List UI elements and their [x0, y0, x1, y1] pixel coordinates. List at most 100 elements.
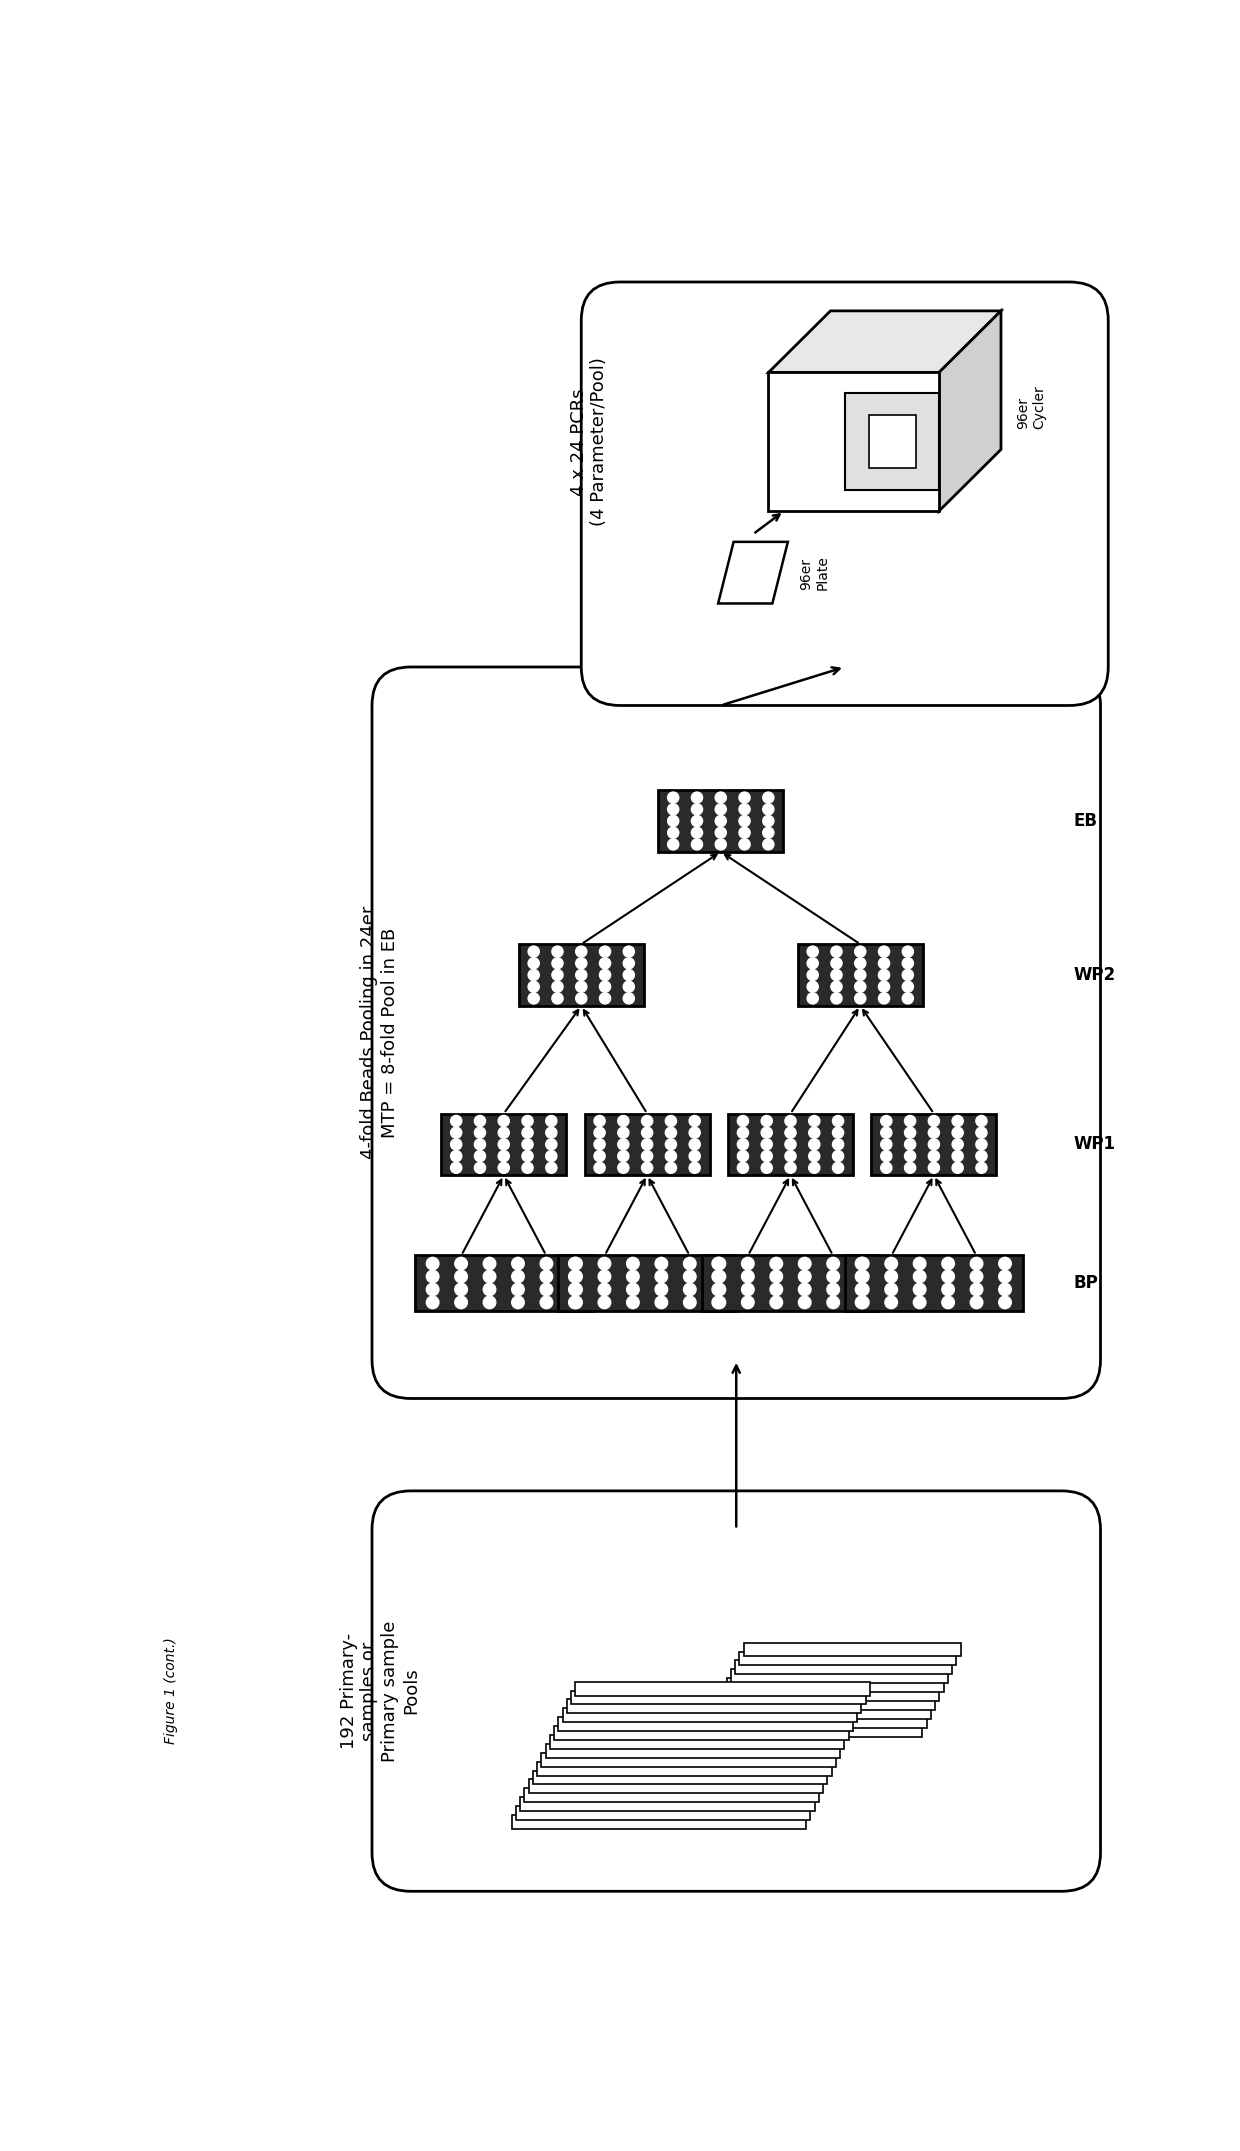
Circle shape — [785, 1162, 796, 1172]
Circle shape — [799, 1284, 811, 1295]
Circle shape — [903, 957, 914, 968]
Circle shape — [598, 1297, 611, 1308]
FancyBboxPatch shape — [533, 1770, 827, 1785]
Circle shape — [683, 1271, 696, 1282]
Circle shape — [484, 1258, 496, 1269]
Circle shape — [976, 1138, 987, 1151]
Circle shape — [770, 1284, 782, 1295]
Circle shape — [942, 1297, 955, 1308]
FancyBboxPatch shape — [872, 1114, 997, 1174]
Circle shape — [522, 1162, 533, 1172]
Circle shape — [512, 1297, 525, 1308]
Circle shape — [498, 1138, 510, 1151]
Circle shape — [831, 946, 842, 957]
Circle shape — [952, 1116, 963, 1127]
Circle shape — [914, 1271, 926, 1282]
Circle shape — [998, 1284, 1012, 1295]
Polygon shape — [769, 372, 939, 512]
Text: EB: EB — [1074, 811, 1097, 830]
Circle shape — [598, 1284, 611, 1295]
Circle shape — [885, 1297, 898, 1308]
Circle shape — [799, 1258, 811, 1269]
Circle shape — [594, 1151, 605, 1162]
Circle shape — [427, 1297, 439, 1308]
Circle shape — [599, 957, 610, 968]
Circle shape — [799, 1271, 811, 1282]
Circle shape — [624, 957, 635, 968]
Circle shape — [970, 1271, 983, 1282]
Circle shape — [455, 1271, 467, 1282]
Circle shape — [942, 1284, 955, 1295]
Circle shape — [569, 1284, 583, 1295]
Circle shape — [770, 1297, 782, 1308]
Circle shape — [450, 1151, 461, 1162]
Circle shape — [624, 946, 635, 957]
Circle shape — [712, 1284, 724, 1295]
Circle shape — [484, 1284, 496, 1295]
FancyBboxPatch shape — [516, 1807, 810, 1820]
Circle shape — [427, 1271, 439, 1282]
Circle shape — [903, 946, 914, 957]
Circle shape — [575, 970, 587, 981]
Circle shape — [715, 792, 727, 802]
Circle shape — [641, 1138, 652, 1151]
Circle shape — [546, 1151, 557, 1162]
FancyBboxPatch shape — [727, 1678, 944, 1693]
Circle shape — [739, 839, 750, 850]
Circle shape — [831, 981, 842, 992]
Circle shape — [689, 1162, 701, 1172]
FancyBboxPatch shape — [714, 1706, 931, 1719]
Circle shape — [970, 1297, 983, 1308]
Circle shape — [832, 1162, 843, 1172]
FancyBboxPatch shape — [735, 1661, 952, 1673]
Circle shape — [427, 1284, 439, 1295]
Circle shape — [854, 981, 866, 992]
Circle shape — [569, 1271, 582, 1282]
Circle shape — [763, 804, 774, 815]
Circle shape — [450, 1127, 461, 1138]
Circle shape — [552, 970, 563, 981]
Circle shape — [880, 1116, 892, 1127]
Circle shape — [904, 1162, 915, 1172]
Circle shape — [450, 1138, 461, 1151]
Circle shape — [807, 957, 818, 968]
FancyBboxPatch shape — [702, 1256, 879, 1310]
Circle shape — [655, 1258, 667, 1269]
Circle shape — [738, 1162, 749, 1172]
Circle shape — [498, 1151, 510, 1162]
FancyBboxPatch shape — [520, 1798, 815, 1811]
Circle shape — [666, 1127, 677, 1138]
Circle shape — [546, 1162, 557, 1172]
Circle shape — [692, 815, 703, 826]
FancyBboxPatch shape — [554, 1725, 848, 1740]
Text: WP1: WP1 — [1074, 1136, 1115, 1153]
Circle shape — [569, 1271, 583, 1282]
FancyBboxPatch shape — [563, 1708, 857, 1723]
Circle shape — [484, 1271, 496, 1282]
FancyBboxPatch shape — [518, 944, 644, 1007]
Circle shape — [498, 1162, 510, 1172]
Circle shape — [655, 1284, 667, 1295]
Circle shape — [761, 1151, 773, 1162]
Circle shape — [739, 804, 750, 815]
Circle shape — [598, 1258, 611, 1269]
Circle shape — [683, 1297, 696, 1308]
Circle shape — [832, 1138, 843, 1151]
Circle shape — [807, 946, 818, 957]
Circle shape — [903, 981, 914, 992]
Text: 192 Primary-
samples or
Primary sample
Pools: 192 Primary- samples or Primary sample P… — [340, 1620, 420, 1762]
Circle shape — [770, 1271, 782, 1282]
Circle shape — [742, 1258, 754, 1269]
Circle shape — [742, 1284, 754, 1295]
Circle shape — [512, 1271, 525, 1282]
Circle shape — [666, 1162, 677, 1172]
Circle shape — [655, 1271, 667, 1282]
Circle shape — [667, 792, 678, 802]
Circle shape — [952, 1162, 963, 1172]
Circle shape — [854, 970, 866, 981]
Circle shape — [712, 1271, 724, 1282]
Circle shape — [929, 1127, 940, 1138]
Circle shape — [904, 1138, 915, 1151]
FancyBboxPatch shape — [658, 789, 784, 852]
Circle shape — [498, 1116, 510, 1127]
